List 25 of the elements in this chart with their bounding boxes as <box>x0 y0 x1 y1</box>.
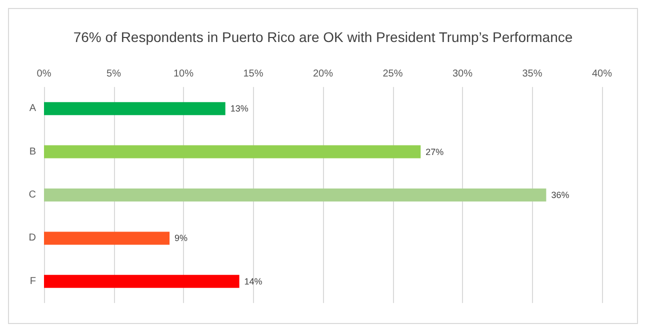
y-tick-label: F <box>30 276 36 287</box>
bar <box>44 232 170 245</box>
y-tick-label: B <box>29 146 36 158</box>
x-tick-label: 0% <box>36 68 52 80</box>
x-tick-label: 20% <box>312 68 334 80</box>
data-label: 14% <box>244 276 262 286</box>
bar <box>44 145 421 158</box>
x-tick-label: 10% <box>173 68 194 80</box>
x-tick-label: 35% <box>522 68 542 80</box>
bar <box>44 188 546 202</box>
x-tick-label: 25% <box>382 68 403 80</box>
data-label: 27% <box>426 146 444 157</box>
x-tick-label: 15% <box>243 68 264 80</box>
bar <box>44 102 226 116</box>
data-label: 36% <box>551 190 570 200</box>
x-tick-label: 5% <box>106 68 122 80</box>
y-tick-label: D <box>28 232 36 244</box>
x-tick-label: 40% <box>592 68 612 80</box>
y-tick-label: A <box>29 103 36 114</box>
data-label: 9% <box>174 233 188 244</box>
x-tick-label: 30% <box>452 68 473 80</box>
y-tick-label: C <box>28 190 36 200</box>
chart-title: 76% of Respondents in Puerto Rico are OK with President Trump’s Performance <box>73 29 573 45</box>
bar <box>44 274 240 288</box>
data-label: 13% <box>230 104 248 114</box>
